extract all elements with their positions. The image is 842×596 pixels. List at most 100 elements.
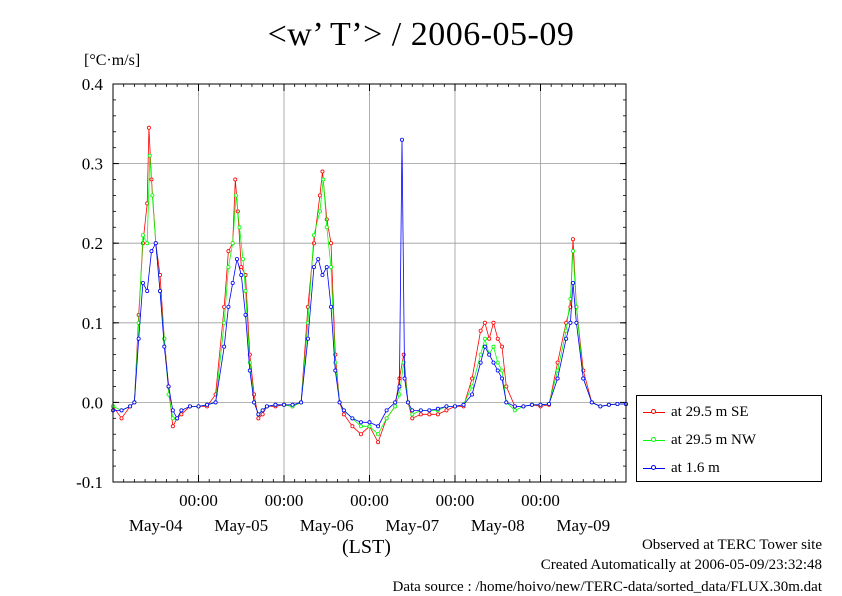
data-point (230, 280, 235, 285)
data-point (233, 177, 238, 182)
data-point (564, 328, 569, 333)
data-point (237, 225, 242, 230)
data-point (119, 408, 124, 413)
data-point (482, 320, 487, 325)
data-point (222, 344, 227, 349)
data-point (196, 404, 201, 409)
data-point (401, 352, 406, 357)
data-point (252, 400, 257, 405)
data-point (234, 257, 239, 262)
legend-item-nw: at 29.5 m NW (643, 430, 756, 450)
data-point (461, 402, 466, 407)
data-point (376, 440, 381, 445)
date-label: May-09 (556, 516, 610, 535)
data-point (367, 424, 372, 429)
data-point (478, 328, 483, 333)
data-point (320, 169, 325, 174)
data-point (170, 416, 175, 421)
data-point (564, 336, 569, 341)
data-point (482, 336, 487, 341)
data-point (243, 288, 248, 293)
x-tick-label: 00:00 (521, 491, 560, 510)
data-point (350, 416, 355, 421)
data-point (179, 408, 184, 413)
data-point (512, 404, 517, 409)
legend-marker-se (643, 406, 665, 418)
data-point (358, 424, 363, 429)
data-point (529, 402, 534, 407)
data-point (410, 408, 415, 413)
date-label: May-06 (300, 516, 354, 535)
data-point (470, 376, 475, 381)
data-point (444, 408, 449, 413)
data-point (311, 241, 316, 246)
y-axis-unit-label: [°C·m/s] (84, 52, 141, 69)
date-label: May-08 (471, 516, 525, 535)
data-point (410, 412, 415, 417)
data-point (226, 249, 231, 254)
data-point (491, 344, 496, 349)
data-point (435, 412, 440, 417)
data-point (478, 360, 483, 365)
data-point (547, 401, 552, 406)
data-point (444, 404, 449, 409)
data-point (452, 404, 457, 409)
data-point (260, 408, 265, 413)
data-point (175, 416, 180, 421)
data-point (615, 401, 620, 406)
data-point (491, 320, 496, 325)
data-point (145, 241, 150, 246)
data-point (512, 408, 517, 413)
data-point (333, 368, 338, 373)
data-point (570, 237, 575, 242)
data-point (376, 424, 381, 429)
date-label: May-07 (385, 516, 439, 535)
data-point (500, 376, 505, 381)
data-point (321, 177, 326, 182)
data-point (240, 257, 245, 262)
data-point (150, 193, 155, 198)
data-point (256, 412, 261, 417)
data-point (264, 404, 269, 409)
data-point (146, 125, 151, 130)
x-tick-label: 00:00 (179, 491, 218, 510)
data-point (555, 376, 560, 381)
legend-label-se: at 29.5 m SE (671, 403, 749, 420)
data-point (158, 288, 163, 293)
data-point (570, 280, 575, 285)
data-point (376, 432, 381, 437)
data-point (397, 384, 402, 389)
plot-frame (112, 83, 627, 483)
legend-label-nw: at 29.5 m NW (671, 431, 756, 448)
y-tick-label: 0.2 (82, 234, 103, 253)
data-point (399, 137, 404, 142)
data-point (256, 416, 261, 421)
data-point (418, 408, 423, 413)
data-point (324, 217, 329, 222)
date-label: May-04 (129, 516, 183, 535)
data-point (405, 400, 410, 405)
data-point (305, 336, 310, 341)
y-tick-label: 0.1 (82, 314, 103, 333)
data-point (341, 408, 346, 413)
y-tick-label: 0.4 (82, 75, 104, 94)
data-point (179, 412, 184, 417)
data-point (234, 193, 239, 198)
legend-marker-nw (643, 434, 665, 446)
data-point (149, 249, 154, 254)
data-point (384, 408, 389, 413)
data-point (491, 360, 496, 365)
legend-item-1-6m: at 1.6 m (643, 458, 720, 478)
data-point (393, 400, 398, 405)
data-point (128, 404, 133, 409)
data-point (260, 412, 265, 417)
data-point (495, 368, 500, 373)
data-point (166, 384, 171, 389)
data-point (397, 392, 402, 397)
legend: at 29.5 m SE at 29.5 m NW at 1.6 m (636, 395, 822, 482)
data-point (329, 304, 334, 309)
data-point (239, 273, 244, 278)
data-point (119, 416, 124, 421)
x-tick-label: 00:00 (350, 491, 389, 510)
data-point (226, 304, 231, 309)
